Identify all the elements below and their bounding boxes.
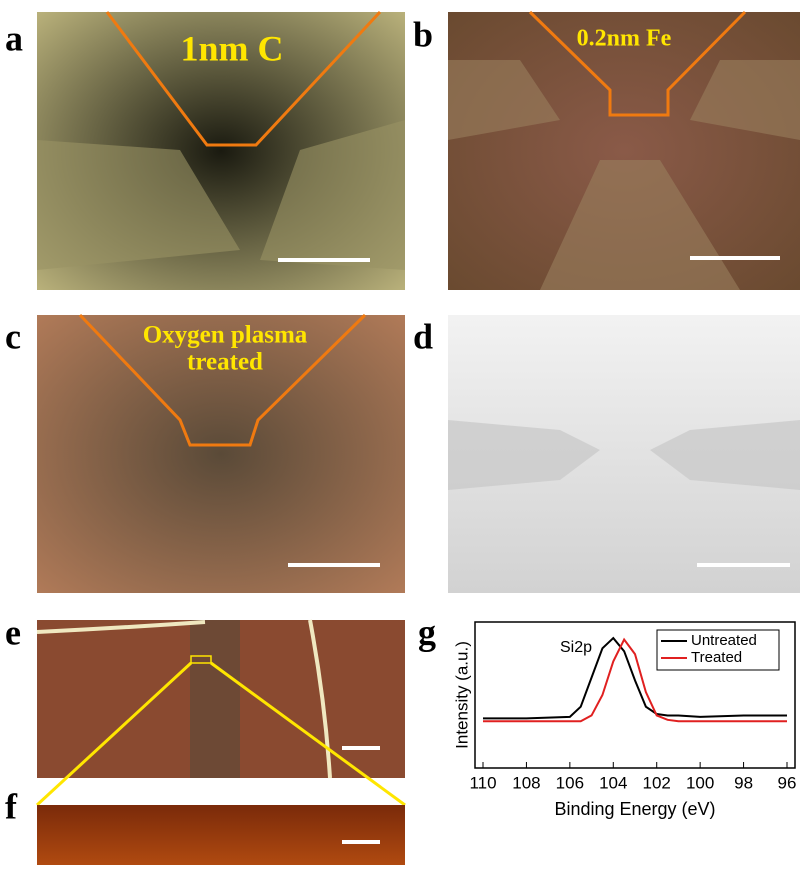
image-text: 0.2nm Fe [577,26,672,52]
image-text: Oxygen plasma [143,322,308,349]
annotation: Si2p [560,639,592,656]
x-tick-label: 108 [512,773,540,792]
image-f [37,805,405,865]
panel-label: e [5,612,21,652]
x-axis-label: Binding Energy (eV) [554,799,715,819]
y-axis-label: Intensity (a.u.) [452,641,471,749]
figure: 1nm C 0.2nm Fe Oxygen plasma treated a b… [0,0,809,875]
image-text: treated [187,349,263,376]
legend-label: Treated [691,649,742,666]
panel-label: g [418,612,436,652]
x-tick-label: 104 [599,773,627,792]
panel-label: f [5,786,18,826]
x-tick-label: 106 [556,773,584,792]
panel-label: c [5,316,21,356]
chart-g: 110 108 106 104 102 100 98 96 Binding Energy (eV… [452,622,796,819]
panel-label: d [413,316,433,356]
x-tick-label: 102 [643,773,671,792]
x-tick-label: 96 [778,773,797,792]
x-tick-label: 98 [734,773,753,792]
x-tick-label: 100 [686,773,714,792]
trench [190,620,240,778]
legend-label: Untreated [691,632,757,649]
x-tick-label: 110 [469,773,496,792]
panel-label: a [5,18,23,58]
panel-label: b [413,14,433,54]
image-text: 1nm C [180,28,283,68]
